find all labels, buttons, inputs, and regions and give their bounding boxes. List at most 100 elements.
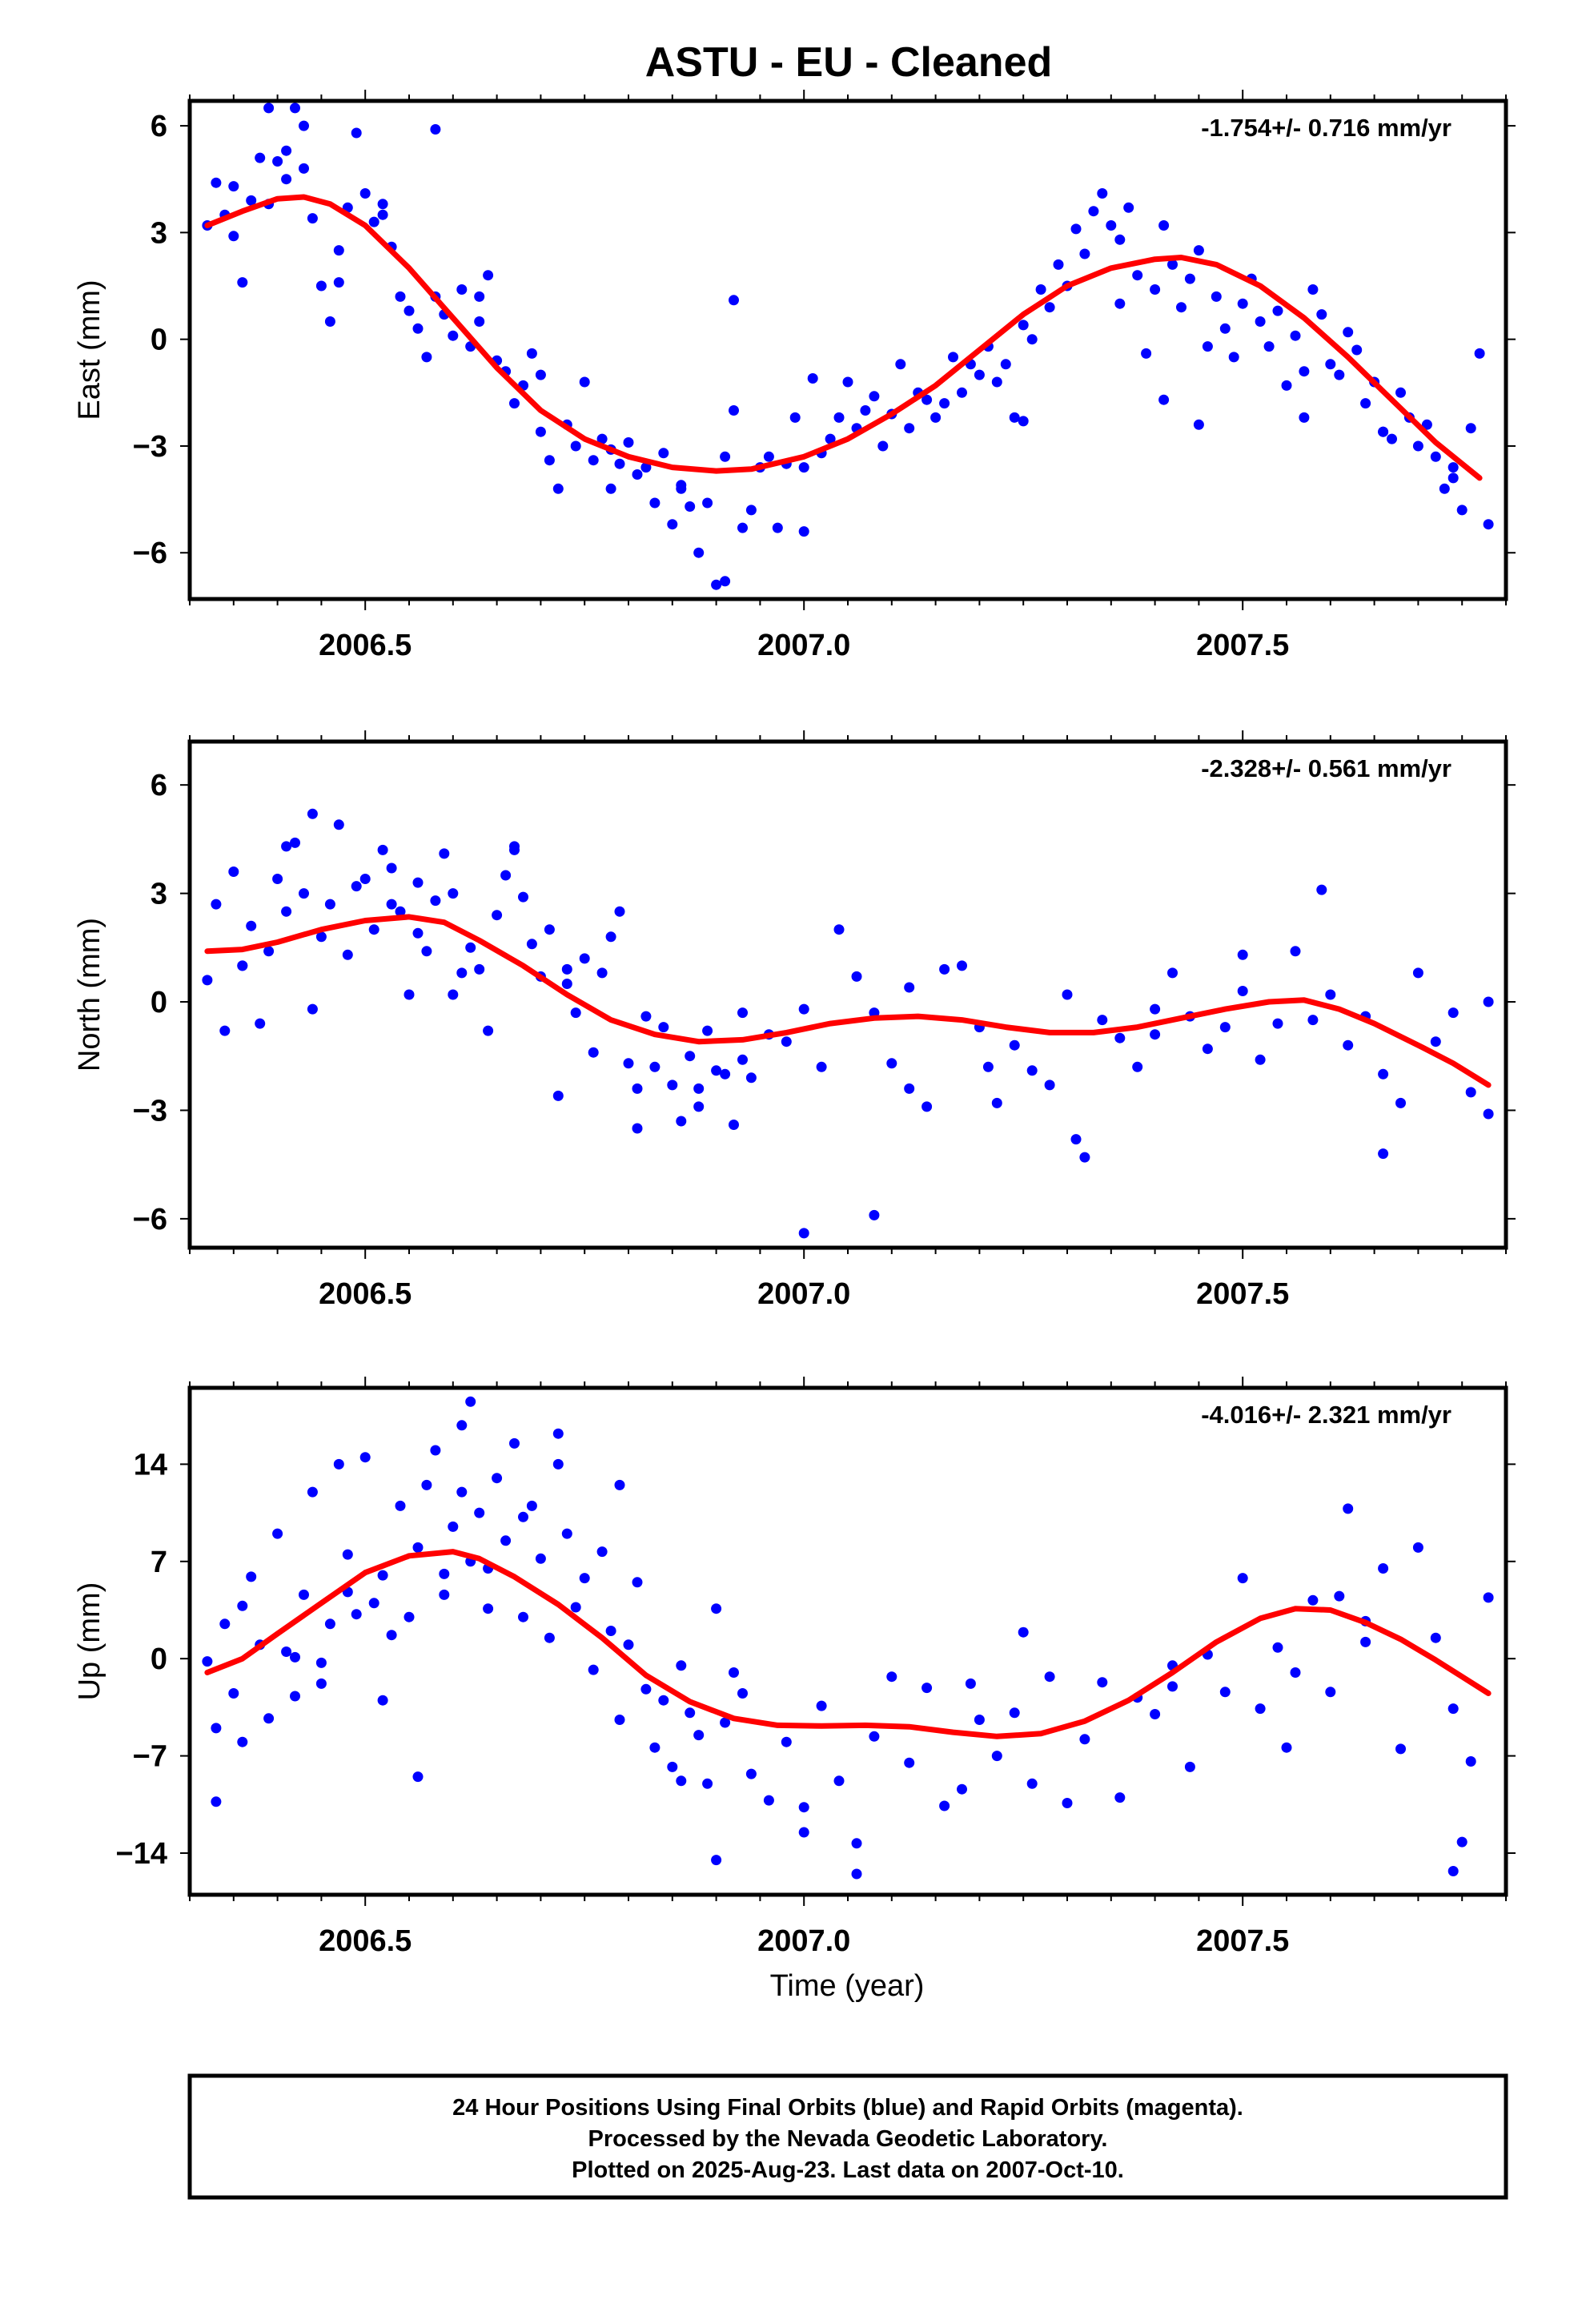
north-data-point (404, 989, 415, 1000)
east-data-point (1167, 259, 1178, 270)
north-data-point (623, 1058, 634, 1069)
east-data-point (483, 270, 494, 281)
east-data-point (570, 440, 581, 452)
up-data-point (412, 1542, 424, 1553)
east-panel: 2006.5 2007.0 2007.5 6 3 0 −3 −6 East (mm) -1.754… (73, 90, 1516, 662)
north-data-point (693, 1101, 705, 1112)
east-data-point (1395, 387, 1406, 398)
up-data-point (965, 1678, 976, 1689)
up-data-point (1255, 1703, 1266, 1715)
east-data-point (632, 469, 643, 480)
east-y-tick-label: −3 (133, 430, 167, 464)
north-data-point (509, 844, 520, 855)
x-axis-title: Time (year) (770, 1969, 925, 2003)
up-data-point (1412, 1542, 1423, 1553)
east-data-point (930, 412, 942, 423)
east-data-point (798, 462, 809, 473)
up-data-point (1465, 1756, 1476, 1767)
north-data-point (483, 1025, 494, 1036)
up-data-point (1456, 1836, 1468, 1848)
east-data-point (729, 405, 739, 416)
up-data-point (904, 1757, 915, 1768)
east-data-point (1158, 220, 1170, 231)
north-data-point (386, 899, 397, 910)
up-fit-line (204, 1549, 1492, 1739)
north-data-point (579, 953, 590, 964)
north-data-point (412, 927, 424, 939)
east-data-point (377, 199, 388, 210)
east-data-point (299, 163, 309, 174)
up-data-point (579, 1573, 590, 1584)
east-data-point (948, 352, 958, 363)
north-data-point (1447, 1007, 1459, 1019)
north-data-point (939, 963, 950, 975)
east-rate-label: -1.754+/- 0.716 mm/yr (1201, 114, 1452, 142)
up-data-point (991, 1751, 1002, 1762)
up-data-point (729, 1667, 739, 1678)
up-data-point (439, 1568, 450, 1579)
east-data-point (685, 501, 696, 512)
east-data-point (404, 305, 415, 316)
east-data-point (763, 451, 774, 462)
east-data-point (509, 398, 520, 409)
up-data-point (1272, 1642, 1283, 1653)
east-data-point (246, 195, 257, 206)
east-data-point (614, 458, 625, 469)
north-data-point (456, 967, 468, 979)
east-data-point (1447, 472, 1459, 484)
up-data-point (1325, 1687, 1336, 1698)
east-data-point (1202, 341, 1213, 352)
panels: 2006.5 2007.0 2007.5 6 3 0 −3 −6 East (mm) -1.754… (73, 90, 1516, 1958)
up-y-tick-label: 7 (151, 1546, 167, 1579)
east-data-point (798, 526, 809, 537)
east-data-point (649, 497, 661, 509)
north-data-point (649, 1061, 661, 1072)
north-data-point (561, 979, 572, 989)
up-data-point (412, 1771, 424, 1783)
up-y-tick-label: 14 (134, 1448, 167, 1482)
east-data-point (255, 152, 266, 163)
figure-title: ASTU - EU - Cleaned (645, 39, 1053, 86)
up-data-point (851, 1868, 862, 1880)
east-data-point (729, 295, 739, 306)
east-data-point (579, 376, 590, 388)
up-data-point (211, 1723, 222, 1734)
north-fit-line (204, 914, 1492, 1088)
north-data-point (614, 906, 625, 917)
north-data-point (1237, 949, 1248, 960)
east-data-point (895, 359, 906, 370)
north-data-point (299, 888, 309, 899)
up-data-point (324, 1618, 335, 1630)
east-data-point (720, 451, 731, 462)
north-data-point (237, 960, 248, 971)
up-data-point (886, 1671, 897, 1683)
east-data-point (1123, 202, 1134, 213)
east-data-point (842, 376, 853, 388)
north-data-point (605, 931, 616, 943)
north-data-point (745, 1072, 757, 1084)
east-data-point (957, 387, 967, 398)
north-data-point (1062, 989, 1073, 1000)
up-data-point (263, 1713, 275, 1724)
up-data-point (237, 1736, 248, 1747)
east-data-point (1307, 284, 1319, 295)
east-data-point (974, 369, 985, 380)
east-data-point (1456, 505, 1468, 516)
north-data-point (448, 888, 459, 899)
up-data-point (851, 1838, 862, 1849)
east-data-point (1088, 206, 1099, 217)
north-data-point (552, 1090, 564, 1101)
north-data-point (667, 1080, 678, 1091)
north-frame (187, 739, 1508, 1250)
east-data-point (290, 103, 300, 114)
east-data-point (281, 145, 292, 156)
up-data-point (290, 1651, 300, 1663)
east-data-point (667, 519, 678, 530)
east-x-tick-label: 2006.5 (319, 629, 412, 662)
up-data-point (745, 1768, 757, 1779)
north-data-point (737, 1054, 748, 1065)
east-data-point (658, 448, 669, 459)
north-data-point (272, 874, 283, 884)
north-data-point (1325, 989, 1336, 1000)
up-data-point (833, 1775, 845, 1787)
